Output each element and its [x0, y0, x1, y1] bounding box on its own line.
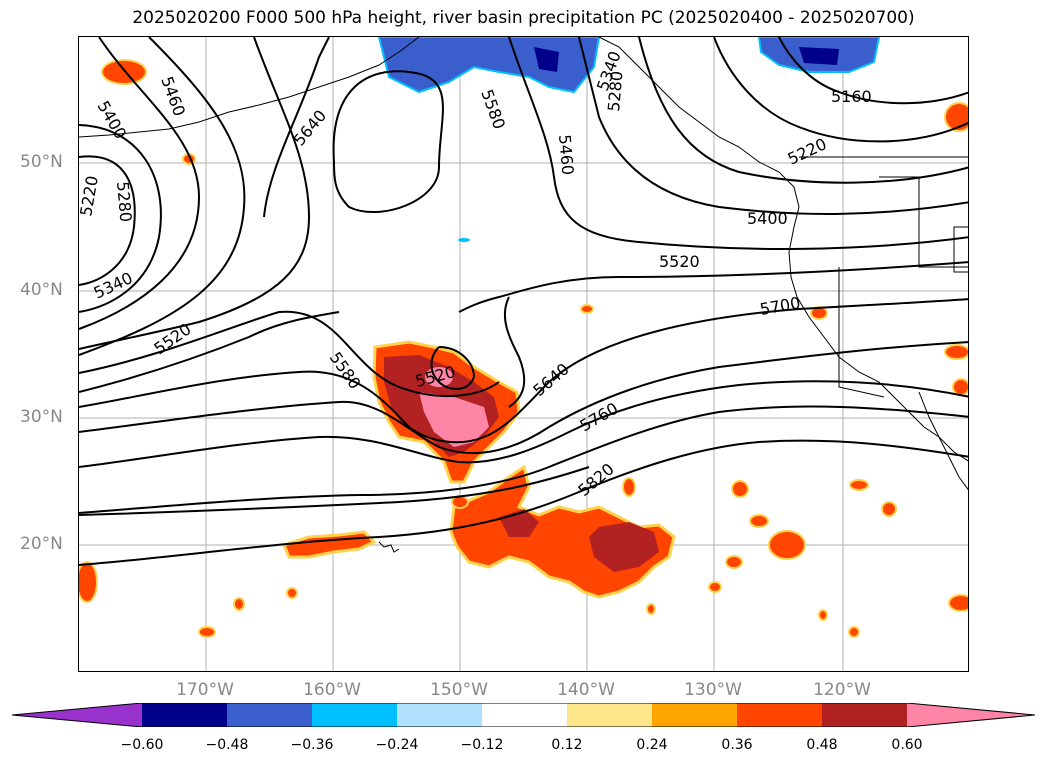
contour-label: 5520 — [659, 252, 700, 271]
contour-label: 5580 — [326, 348, 365, 392]
lat-label-30n: 30°N — [20, 407, 63, 427]
colorbar-segment — [142, 703, 227, 727]
colorbar-segment — [482, 703, 567, 727]
contour-label: 5760 — [577, 399, 622, 436]
lon-label-120w: 120°W — [813, 680, 871, 700]
colorbar-tick: −0.36 — [290, 737, 334, 753]
colorbar-segment — [907, 703, 1035, 727]
contour-label: 5580 — [477, 87, 509, 132]
lat-label-50n: 50°N — [20, 152, 63, 172]
colorbar-segment — [822, 703, 907, 727]
contour-label: 5460 — [555, 134, 577, 176]
lat-label-40n: 40°N — [20, 280, 63, 300]
colorbar — [12, 703, 1035, 727]
contour-label: 5640 — [290, 106, 331, 149]
negative-precip-anomaly — [377, 37, 881, 242]
lon-label-150w: 150°W — [430, 680, 488, 700]
contour-label: 5700 — [758, 293, 801, 319]
contour-label: 5640 — [529, 359, 572, 400]
lon-label-140w: 140°W — [557, 680, 615, 700]
colorbar-segment — [737, 703, 822, 727]
contour-label: 5400 — [747, 209, 788, 228]
colorbar-tick: −0.12 — [460, 737, 504, 753]
lon-label-160w: 160°W — [303, 680, 361, 700]
colorbar-tick: 0.60 — [891, 737, 923, 753]
map-panel: 5400 5460 5640 5580 5460 5340 5280 5160 … — [78, 36, 969, 672]
colorbar-tick: 0.36 — [721, 737, 753, 753]
graticule — [79, 37, 968, 671]
map-canvas: 5400 5460 5640 5580 5460 5340 5280 5160 … — [79, 37, 968, 671]
contour-label: 5340 — [91, 268, 136, 302]
colorbar-tick: −0.60 — [120, 737, 164, 753]
colorbar-tick: 0.12 — [551, 737, 583, 753]
colorbar-tick: −0.48 — [205, 737, 249, 753]
colorbar-tick: 0.48 — [806, 737, 838, 753]
positive-precip-anomaly — [79, 59, 968, 638]
map-title: 2025020200 F000 500 hPa height, river ba… — [132, 8, 915, 28]
colorbar-tick: −0.24 — [375, 737, 419, 753]
colorbar-segment — [312, 703, 397, 727]
colorbar-segment — [567, 703, 652, 727]
colorbar-segment — [397, 703, 482, 727]
height-contours — [79, 37, 968, 566]
contour-label: 5220 — [79, 174, 102, 217]
colorbar-tick: 0.24 — [636, 737, 668, 753]
contour-label: 5280 — [113, 181, 135, 223]
lon-label-130w: 130°W — [684, 680, 742, 700]
lon-label-170w: 170°W — [176, 680, 234, 700]
contour-label: 5280 — [604, 70, 626, 112]
colorbar-segment — [652, 703, 737, 727]
colorbar-segment — [12, 703, 142, 727]
contour-label: 5160 — [831, 87, 872, 106]
lat-label-20n: 20°N — [20, 534, 63, 554]
contour-label: 5460 — [157, 74, 189, 119]
colorbar-segment — [227, 703, 312, 727]
